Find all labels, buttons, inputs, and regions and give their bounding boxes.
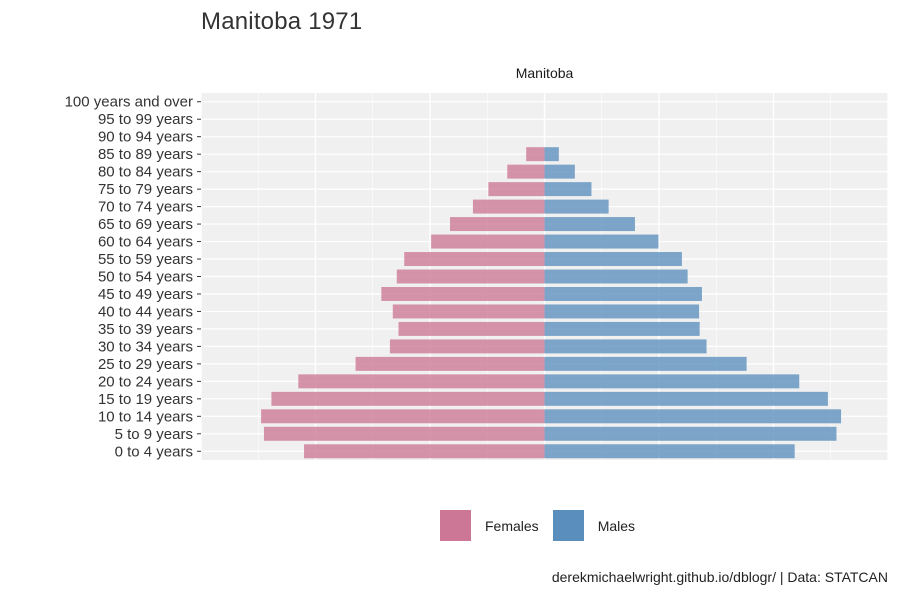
- bar-females-5: [355, 356, 545, 371]
- y-tick-label: 60 to 64 years: [98, 234, 193, 251]
- y-tick-label: 55 to 59 years: [98, 251, 193, 268]
- bar-males-3: [544, 391, 828, 406]
- bar-males-13: [544, 217, 635, 232]
- bar-females-16: [507, 164, 545, 179]
- facet-strip-label: Manitoba: [516, 65, 574, 81]
- bar-females-1: [263, 426, 545, 441]
- bar-males-7: [544, 321, 700, 336]
- y-tick-label: 0 to 4 years: [115, 443, 193, 460]
- bar-males-0: [544, 444, 795, 459]
- bar-females-8: [392, 304, 545, 319]
- bar-males-10: [544, 269, 688, 284]
- bar-females-9: [381, 286, 545, 301]
- y-tick-label: 35 to 39 years: [98, 321, 193, 338]
- legend-item-males: Males: [552, 510, 636, 541]
- bar-males-9: [544, 286, 702, 301]
- bar-females-10: [396, 269, 545, 284]
- y-tick-label: 70 to 74 years: [98, 199, 193, 216]
- y-tick-label: 30 to 34 years: [98, 338, 193, 355]
- bar-females-17: [526, 147, 545, 162]
- y-tick-label: 50 to 54 years: [98, 269, 193, 286]
- y-tick-label: 45 to 49 years: [98, 286, 193, 303]
- y-tick-label: 20 to 24 years: [98, 373, 193, 390]
- bar-females-12: [431, 234, 545, 249]
- y-tick-label: 75 to 79 years: [98, 181, 193, 198]
- bar-females-14: [472, 199, 545, 214]
- bar-males-14: [544, 199, 609, 214]
- legend: Females Males: [440, 510, 649, 541]
- y-tick-label: 10 to 14 years: [98, 408, 193, 425]
- y-tick-label: 5 to 9 years: [115, 426, 193, 443]
- chart-title: Manitoba 1971: [201, 8, 363, 35]
- caption: derekmichaelwright.github.io/dblogr/ | D…: [551, 569, 888, 585]
- y-tick-label: 80 to 84 years: [98, 164, 193, 181]
- bar-males-11: [544, 252, 682, 267]
- bar-females-13: [450, 217, 545, 232]
- legend-label-males: Males: [597, 517, 636, 534]
- y-tick-label: 100 years and over: [65, 94, 193, 111]
- y-tick-label: 65 to 69 years: [98, 216, 193, 233]
- legend-key-females: [440, 510, 471, 541]
- bar-males-15: [544, 182, 592, 197]
- y-tick-label: 40 to 44 years: [98, 303, 193, 320]
- bar-females-6: [389, 339, 545, 354]
- y-tick-label: 90 to 94 years: [98, 129, 193, 146]
- y-tick-label: 95 to 99 years: [98, 111, 193, 128]
- bar-males-5: [544, 356, 747, 371]
- bar-females-4: [298, 374, 545, 389]
- bar-males-2: [544, 409, 842, 424]
- bar-males-6: [544, 339, 707, 354]
- bar-males-17: [544, 147, 559, 162]
- bar-males-16: [544, 164, 575, 179]
- bar-females-11: [404, 252, 545, 267]
- bar-males-12: [544, 234, 659, 249]
- y-tick-label: 25 to 29 years: [98, 356, 193, 373]
- legend-key-males: [552, 510, 584, 541]
- bar-females-0: [304, 444, 545, 459]
- y-tick-label: 85 to 89 years: [98, 146, 193, 163]
- bar-females-15: [488, 182, 545, 197]
- legend-item-females: Females: [440, 510, 539, 541]
- legend-label-females: Females: [485, 517, 539, 534]
- bar-females-7: [398, 321, 545, 336]
- bars: [261, 147, 842, 459]
- y-tick-label: 15 to 19 years: [98, 391, 193, 408]
- bar-males-4: [544, 374, 800, 389]
- bar-females-2: [261, 409, 545, 424]
- bar-males-8: [544, 304, 700, 319]
- bar-females-3: [271, 391, 545, 406]
- bar-males-1: [544, 426, 837, 441]
